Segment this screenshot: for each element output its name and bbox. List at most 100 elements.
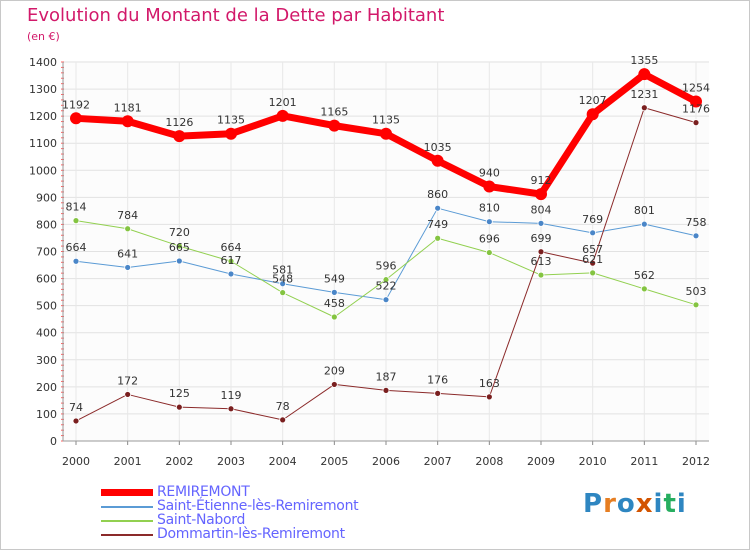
data-label: 74 (69, 401, 83, 414)
x-tick-label: 2011 (630, 455, 658, 468)
data-label: 810 (479, 202, 500, 215)
y-tick-label: 1300 (29, 83, 57, 96)
y-tick-label: 500 (36, 300, 57, 313)
data-label: 522 (376, 280, 397, 293)
y-tick-label: 1000 (29, 164, 57, 177)
data-label: 784 (117, 209, 138, 222)
data-point (124, 264, 132, 271)
y-tick-label: 700 (36, 246, 57, 259)
data-point (330, 381, 338, 388)
data-label: 641 (117, 247, 138, 260)
data-label: 720 (169, 226, 190, 239)
legend-label: Dommartin-lès-Remiremont (157, 526, 345, 542)
data-point (175, 242, 183, 250)
x-tick-label: 2001 (114, 455, 142, 468)
data-label: 699 (531, 232, 552, 245)
data-point (276, 109, 289, 122)
data-label: 119 (221, 389, 242, 402)
x-tick-label: 2000 (62, 455, 90, 468)
y-tick-label: 100 (36, 408, 57, 421)
data-point (692, 119, 700, 127)
proxiti-logo: Proxiti (583, 489, 687, 519)
data-label: 1165 (320, 106, 348, 119)
y-tick-label: 300 (36, 354, 57, 367)
x-tick-label: 2002 (165, 455, 193, 468)
data-point (72, 257, 80, 265)
data-point (640, 104, 648, 112)
data-point (330, 288, 338, 296)
data-label: 1192 (62, 98, 90, 111)
data-point (72, 217, 80, 225)
x-tick-label: 2003 (217, 455, 245, 468)
data-label: 758 (686, 216, 707, 229)
data-label: 1135 (217, 114, 245, 127)
data-point (330, 313, 338, 321)
data-point (434, 234, 442, 242)
data-label: 804 (531, 203, 552, 216)
legend-label: Saint-Étienne-lès-Remiremont (157, 498, 359, 514)
data-point (692, 232, 700, 240)
legend-label: Saint-Nabord (157, 512, 246, 528)
data-point (535, 188, 547, 201)
data-point (537, 271, 545, 279)
data-point (175, 257, 183, 265)
legend-swatch (101, 534, 153, 536)
y-tick-label: 1400 (29, 56, 57, 69)
data-label: 1254 (682, 82, 710, 95)
data-point (382, 276, 390, 284)
y-tick-label: 400 (36, 327, 57, 340)
legend-label: REMIREMONT (157, 484, 250, 500)
y-tick-label: 900 (36, 191, 57, 204)
data-point (434, 204, 442, 212)
data-point (434, 389, 442, 397)
data-label: 176 (427, 373, 448, 386)
data-label: 664 (66, 241, 87, 254)
data-point (72, 417, 80, 425)
data-label: 562 (634, 269, 655, 282)
data-label: 801 (634, 204, 655, 217)
y-tick-label: 0 (50, 435, 57, 448)
data-label: 596 (376, 260, 397, 273)
data-point (692, 301, 700, 309)
y-tick-label: 800 (36, 218, 57, 231)
logo-letter: i (676, 489, 687, 519)
data-label: 1126 (165, 116, 193, 129)
data-point (589, 229, 597, 237)
y-tick-label: 1100 (29, 137, 57, 150)
data-point (70, 112, 82, 125)
data-point (382, 386, 390, 394)
data-label: 548 (272, 273, 293, 286)
data-point (124, 391, 132, 398)
data-label: 1355 (630, 54, 658, 67)
data-label: 1176 (682, 103, 710, 116)
x-tick-label: 2005 (320, 455, 348, 468)
x-tick-label: 2006 (372, 455, 400, 468)
data-point (537, 248, 545, 256)
data-point (227, 270, 235, 278)
data-label: 209 (324, 364, 345, 377)
data-point (382, 296, 390, 304)
logo-letter: o (616, 489, 636, 519)
data-label: 912 (531, 174, 552, 187)
data-label: 187 (376, 370, 397, 383)
data-label: 617 (221, 254, 242, 267)
data-label: 657 (582, 243, 603, 256)
chart-title: Evolution du Montant de la Dette par Hab… (27, 5, 445, 26)
data-label: 696 (479, 233, 500, 246)
data-point (175, 403, 183, 411)
data-label: 458 (324, 297, 345, 310)
data-label: 1181 (114, 101, 142, 114)
data-point (225, 127, 237, 140)
data-label: 769 (582, 213, 603, 226)
x-tick-label: 2012 (682, 455, 710, 468)
logo-letter: x (635, 489, 654, 519)
data-label: 581 (272, 264, 293, 277)
data-label: 163 (479, 377, 500, 390)
data-point (483, 180, 496, 193)
data-label: 749 (427, 218, 448, 231)
data-point (485, 218, 493, 226)
data-point (586, 108, 599, 121)
data-label: 621 (582, 253, 603, 266)
y-tick-label: 1200 (29, 110, 57, 123)
